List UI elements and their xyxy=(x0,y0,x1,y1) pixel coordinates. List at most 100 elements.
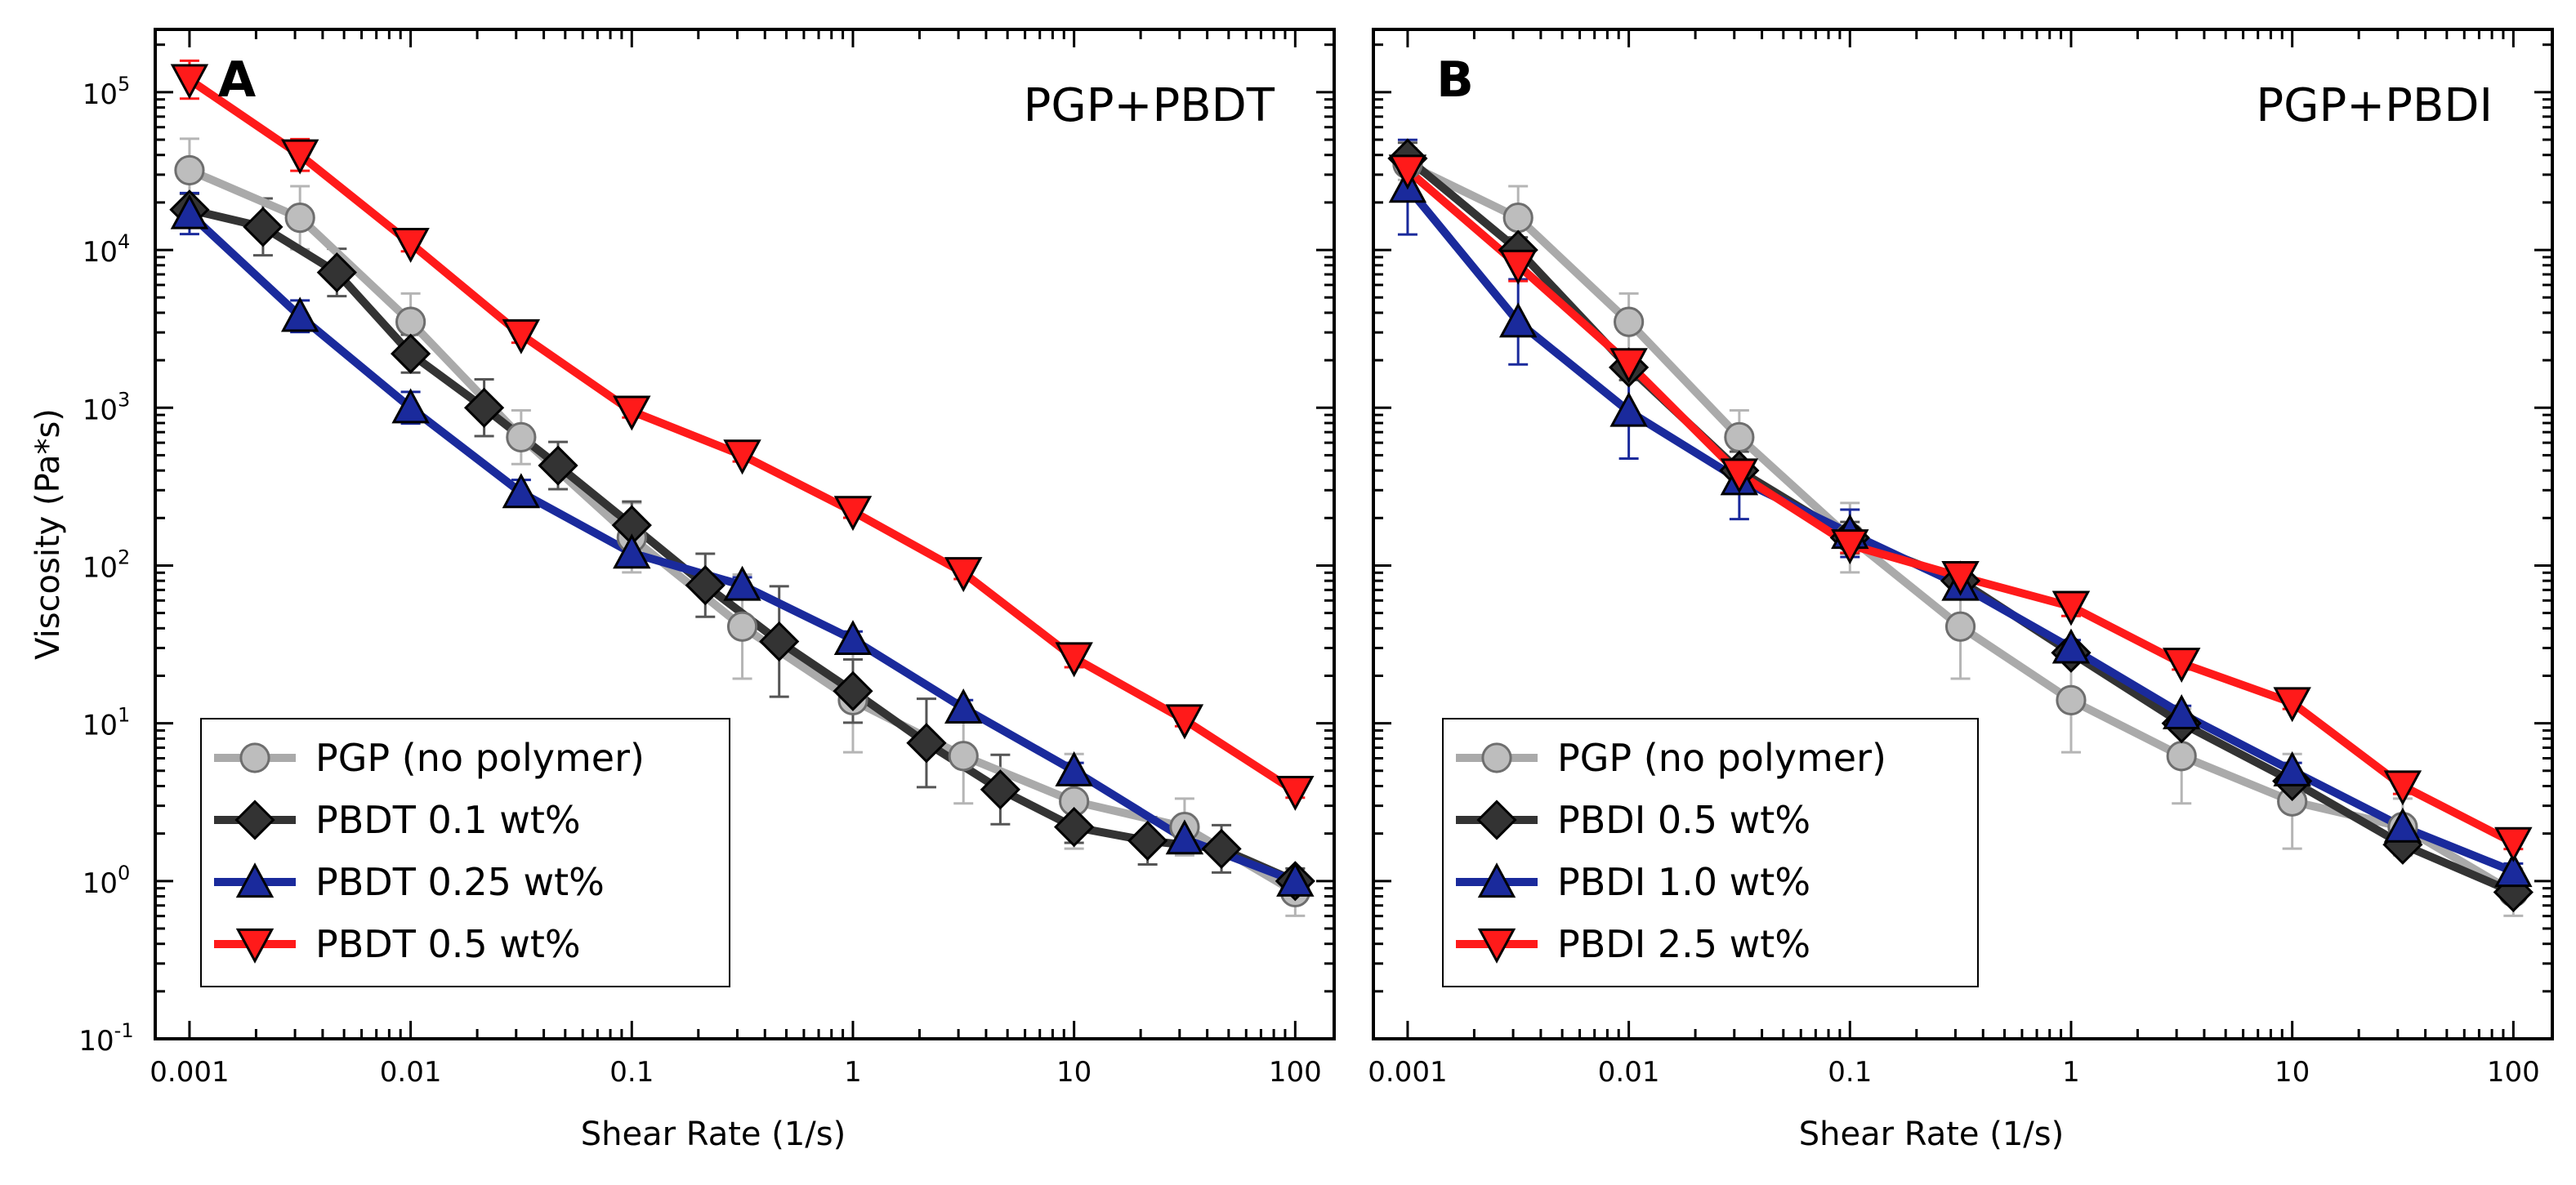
panel-b-markers xyxy=(1387,138,2534,913)
legend-label: PBDT 0.5 wt% xyxy=(315,922,581,966)
data-point xyxy=(1944,611,1976,642)
data-point xyxy=(1614,306,1645,337)
data-point xyxy=(906,723,947,764)
data-point xyxy=(2051,628,2091,664)
y-tick-exp: -1 xyxy=(114,1019,134,1042)
data-point xyxy=(1831,529,1869,565)
data-point xyxy=(1165,704,1204,740)
data-point xyxy=(726,611,758,642)
data-point xyxy=(1498,249,1538,285)
x-tick-label: 0.01 xyxy=(1598,1056,1660,1089)
data-point xyxy=(2273,687,2311,723)
legend-marker xyxy=(235,928,275,964)
y-tick-exp: 1 xyxy=(118,704,130,727)
panel-a-chart: 0.001 0.01 0.1 1 10 10010-1100101102103104105… xyxy=(29,28,1336,1153)
y-tick-base: 10 xyxy=(83,394,118,426)
data-point xyxy=(1502,203,1534,234)
legend-marker xyxy=(234,800,275,840)
legend-label: PGP (no polymer) xyxy=(315,736,645,780)
x-tick-label: 100 xyxy=(2487,1056,2540,1089)
data-point xyxy=(1388,154,1427,190)
x-tick-label: 0.001 xyxy=(1368,1056,1447,1089)
data-point xyxy=(1055,642,1093,678)
data-point xyxy=(1498,302,1538,338)
y-tick-base: 10 xyxy=(83,710,118,742)
data-point xyxy=(685,564,725,606)
data-point xyxy=(170,64,209,100)
legend-label: PBDI 0.5 wt% xyxy=(1557,798,1810,842)
y-tick-base: 10 xyxy=(83,867,118,900)
data-point xyxy=(280,139,319,175)
data-point xyxy=(1276,861,1315,897)
data-point xyxy=(613,533,651,569)
y-tick-label: 102 xyxy=(83,546,131,584)
data-point xyxy=(1165,819,1204,855)
data-point xyxy=(1720,458,1759,494)
data-point xyxy=(174,154,205,186)
y-tick-label: 100 xyxy=(83,862,131,900)
legend-marker xyxy=(1476,800,1517,840)
x-tick-label: 100 xyxy=(1269,1056,1322,1089)
data-point xyxy=(463,387,505,428)
y-tick-label: 104 xyxy=(83,230,131,269)
panel-b-frame xyxy=(1372,28,2554,1040)
y-tick-base: 10 xyxy=(78,1025,114,1058)
panel-b-ticks: 0.001 0.01 0.1 1 10 100 xyxy=(1368,29,2552,1089)
y-tick-label: 101 xyxy=(83,704,131,742)
legend-marker xyxy=(239,742,270,773)
legend-marker xyxy=(1477,862,1516,898)
data-point xyxy=(944,688,983,724)
data-point xyxy=(1609,391,1648,427)
x-tick-label: 0.1 xyxy=(609,1056,654,1089)
panel-b-xlabel: Shear Rate (1/s) xyxy=(1799,1116,2064,1153)
data-point xyxy=(1724,421,1755,452)
data-point xyxy=(613,395,651,431)
panel-b-legend: PGP (no polymer) PBDI 0.5 wt% PBDI 1.0 wt%… xyxy=(1442,718,1979,987)
legend-label: PBDI 2.5 wt% xyxy=(1557,922,1810,966)
data-point xyxy=(833,670,873,711)
data-point xyxy=(170,194,209,229)
x-tick-label: 10 xyxy=(2275,1056,2310,1089)
y-tick-label: 10-1 xyxy=(78,1019,133,1058)
data-point xyxy=(2494,826,2533,862)
legend-marker xyxy=(235,862,275,898)
y-tick-base: 10 xyxy=(83,78,118,111)
panel-a-letter: A xyxy=(218,51,257,109)
data-point xyxy=(2163,648,2201,684)
data-point xyxy=(390,333,431,374)
panel-a-legend: PGP (no polymer) PBDT 0.1 wt% PBDT 0.25 wt… xyxy=(200,718,730,987)
panel-b-title: PGP+PBDI xyxy=(2256,79,2493,132)
legend-marker xyxy=(1477,928,1516,964)
panel-a-markers xyxy=(169,64,1315,908)
panel-a-title: PGP+PBDT xyxy=(1024,79,1275,132)
data-point xyxy=(538,445,578,486)
y-tick-base: 10 xyxy=(83,236,118,269)
panel-a-ylabel: Viscosity (Pa*s) xyxy=(29,408,67,660)
data-point xyxy=(243,207,283,247)
data-point xyxy=(1054,807,1095,848)
legend-label: PGP (no polymer) xyxy=(1557,736,1886,780)
y-tick-exp: 3 xyxy=(118,388,130,411)
data-point xyxy=(980,769,1021,810)
data-point xyxy=(1276,775,1315,811)
data-point xyxy=(502,319,541,354)
y-tick-exp: 0 xyxy=(118,862,130,884)
data-point xyxy=(391,388,430,424)
data-point xyxy=(944,557,983,593)
y-tick-exp: 2 xyxy=(118,546,130,568)
data-point xyxy=(506,421,537,452)
y-tick-label: 103 xyxy=(83,388,131,426)
data-point xyxy=(1941,560,1980,596)
y-tick-exp: 4 xyxy=(118,230,130,253)
data-point xyxy=(833,496,873,532)
data-point xyxy=(1055,751,1093,786)
x-tick-label: 1 xyxy=(844,1056,862,1089)
x-tick-label: 10 xyxy=(1056,1056,1092,1089)
panel-b-chart: 0.001 0.01 0.1 1 10 100 B PGP+PBDI Shear Rate… xyxy=(1368,28,2554,1153)
data-point xyxy=(2056,684,2087,715)
data-point xyxy=(2163,694,2201,729)
data-point xyxy=(759,621,800,662)
data-point xyxy=(2051,590,2091,626)
